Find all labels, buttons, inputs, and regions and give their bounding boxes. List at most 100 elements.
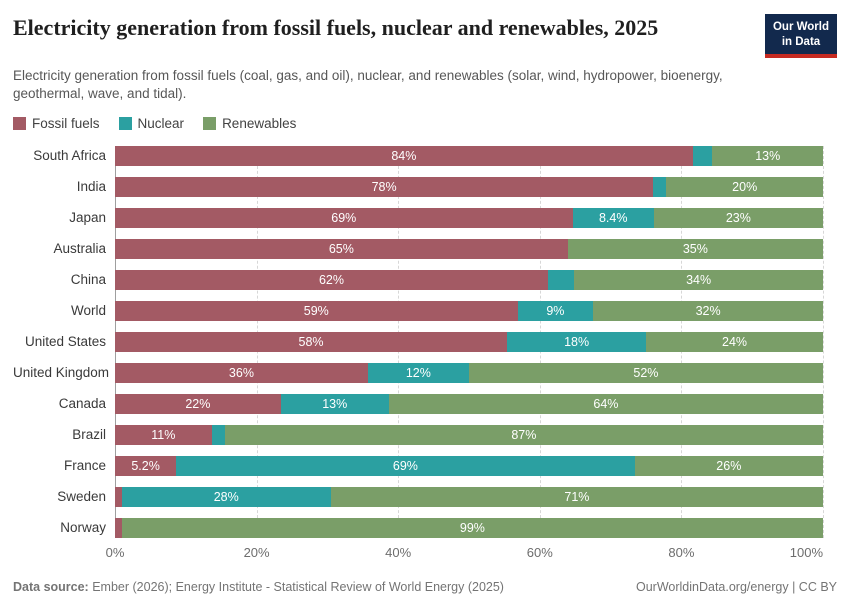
bar-segment-nuclear[interactable]: [547, 269, 575, 290]
bar-segment-fossil-fuels[interactable]: 78%: [115, 176, 654, 197]
row-label: France: [63, 458, 106, 473]
bar-segment-fossil-fuels[interactable]: 58%: [115, 331, 508, 352]
bar-segment-nuclear[interactable]: 9%: [517, 300, 594, 321]
bar-segment-fossil-fuels[interactable]: [115, 517, 122, 538]
row-label: Brazil: [72, 427, 106, 442]
bar-value-label: 58%: [298, 334, 324, 349]
row-label: Canada: [58, 396, 106, 411]
bar-value-label: 9%: [546, 303, 565, 318]
bar-track: 62% 34%: [115, 269, 823, 290]
chart-subtitle: Electricity generation from fossil fuels…: [13, 67, 723, 101]
bar-value-label: 5.2%: [131, 458, 160, 473]
chart-plot-area: South Africa 84% 13% India 78% 20% Japan 69% 8.4…: [13, 145, 837, 538]
bar-segment-nuclear[interactable]: 8.4%: [572, 207, 654, 228]
legend-item-renewables[interactable]: Renewables: [203, 116, 296, 131]
bar-segment-fossil-fuels[interactable]: 62%: [115, 269, 548, 290]
bar-segment-renewables[interactable]: 23%: [653, 207, 823, 228]
legend-swatch-icon: [203, 116, 217, 130]
x-axis-tick: 40%: [385, 544, 412, 560]
chart-row-sweden: Sweden 28% 71%: [13, 486, 837, 507]
bar-segment-nuclear[interactable]: 12%: [367, 362, 469, 383]
bar-track: 59% 9% 32%: [115, 300, 823, 321]
page-title: Electricity generation from fossil fuels…: [13, 15, 659, 40]
bar-value-label: 84%: [391, 148, 417, 163]
bar-segment-renewables[interactable]: 99%: [121, 517, 823, 538]
bar-value-label: 11%: [151, 427, 176, 442]
bar-segment-fossil-fuels[interactable]: 36%: [115, 362, 368, 383]
bar-segment-fossil-fuels[interactable]: 22%: [115, 393, 281, 414]
bar-segment-renewables[interactable]: 87%: [224, 424, 823, 445]
bar-segment-nuclear[interactable]: [653, 176, 667, 197]
bar-segment-renewables[interactable]: 64%: [388, 393, 823, 414]
bar-value-label: 32%: [695, 303, 721, 318]
row-label: United States: [24, 334, 106, 349]
bar-segment-renewables[interactable]: 32%: [593, 300, 823, 321]
header: Electricity generation from fossil fuels…: [13, 14, 837, 58]
bar-value-label: 62%: [318, 272, 344, 287]
bar-value-label: 8.4%: [598, 210, 628, 225]
x-axis: 0% 20% 40% 60% 80% 100%: [106, 544, 823, 563]
bar-segment-nuclear[interactable]: 69%: [176, 455, 635, 476]
bar-segment-renewables[interactable]: 20%: [666, 176, 823, 197]
chart-row-china: China 62% 34%: [13, 269, 837, 290]
owid-logo-line1: Our World: [772, 21, 829, 33]
bar-value-label: 71%: [564, 489, 590, 504]
bar-track: 65% 35%: [115, 238, 823, 259]
bar-segment-nuclear[interactable]: 13%: [280, 393, 389, 414]
x-axis-tick: 100%: [789, 544, 823, 560]
bar-segment-fossil-fuels[interactable]: 65%: [115, 238, 568, 259]
bar-segment-renewables[interactable]: 13%: [712, 145, 823, 166]
bar-track: 84% 13%: [115, 145, 823, 166]
legend-label: Renewables: [222, 115, 297, 131]
row-label: Sweden: [57, 489, 106, 504]
bar-segment-fossil-fuels[interactable]: 11%: [115, 424, 212, 445]
row-label: United Kingdom: [13, 365, 110, 380]
bar-value-label: 35%: [682, 241, 708, 256]
bar-value-label: 69%: [392, 458, 418, 473]
bar-value-label: 99%: [459, 520, 485, 535]
gridline: [823, 145, 824, 538]
bar-value-label: 64%: [593, 396, 619, 411]
bar-track: 11% 87%: [115, 424, 823, 445]
chart-row-australia: Australia 65% 35%: [13, 238, 837, 259]
bar-value-label: 36%: [228, 365, 254, 380]
bar-segment-renewables[interactable]: 26%: [634, 455, 823, 476]
bar-value-label: 78%: [371, 179, 397, 194]
owid-logo-line2: in Data: [781, 35, 821, 48]
bar-segment-renewables[interactable]: 71%: [330, 486, 823, 507]
bar-value-label: 65%: [328, 241, 354, 256]
x-axis-tick: 60%: [526, 544, 553, 560]
bar-segment-renewables[interactable]: 35%: [567, 238, 823, 259]
bar-segment-renewables[interactable]: 52%: [468, 362, 823, 383]
bar-segment-fossil-fuels[interactable]: 5.2%: [115, 455, 177, 476]
bar-value-label: 24%: [722, 334, 748, 349]
row-label: Norway: [60, 520, 106, 535]
bar-value-label: 18%: [564, 334, 590, 349]
bar-track: 58% 18% 24%: [115, 331, 823, 352]
bar-value-label: 23%: [725, 210, 751, 225]
x-axis-tick: 20%: [243, 544, 270, 560]
bar-segment-fossil-fuels[interactable]: 59%: [115, 300, 518, 321]
row-label: South Africa: [33, 148, 106, 163]
bar-segment-renewables[interactable]: 24%: [646, 331, 823, 352]
bar-segment-fossil-fuels[interactable]: 84%: [115, 145, 693, 166]
chart-row-france: France 5.2% 69% 26%: [13, 455, 837, 476]
bar-segment-fossil-fuels[interactable]: [115, 486, 122, 507]
bar-segment-nuclear[interactable]: 18%: [507, 331, 647, 352]
bar-track: 5.2% 69% 26%: [115, 455, 823, 476]
legend: Fossil fuels Nuclear Renewables: [13, 116, 837, 131]
bar-segment-renewables[interactable]: 34%: [574, 269, 823, 290]
bar-segment-nuclear[interactable]: [692, 145, 713, 166]
bar-segment-nuclear[interactable]: [211, 424, 225, 445]
chart-row-india: India 78% 20%: [13, 176, 837, 197]
owid-logo: Our World in Data: [765, 14, 837, 58]
credit-link[interactable]: OurWorldinData.org/energy | CC BY: [635, 579, 837, 594]
bar-segment-fossil-fuels[interactable]: 69%: [115, 207, 573, 228]
bar-segment-nuclear[interactable]: 28%: [121, 486, 331, 507]
legend-item-nuclear[interactable]: Nuclear: [118, 116, 184, 131]
legend-item-fossil-fuels[interactable]: Fossil fuels: [13, 116, 100, 131]
legend-label: Fossil fuels: [32, 115, 100, 131]
bar-track: 78% 20%: [115, 176, 823, 197]
bar-value-label: 28%: [213, 489, 239, 504]
